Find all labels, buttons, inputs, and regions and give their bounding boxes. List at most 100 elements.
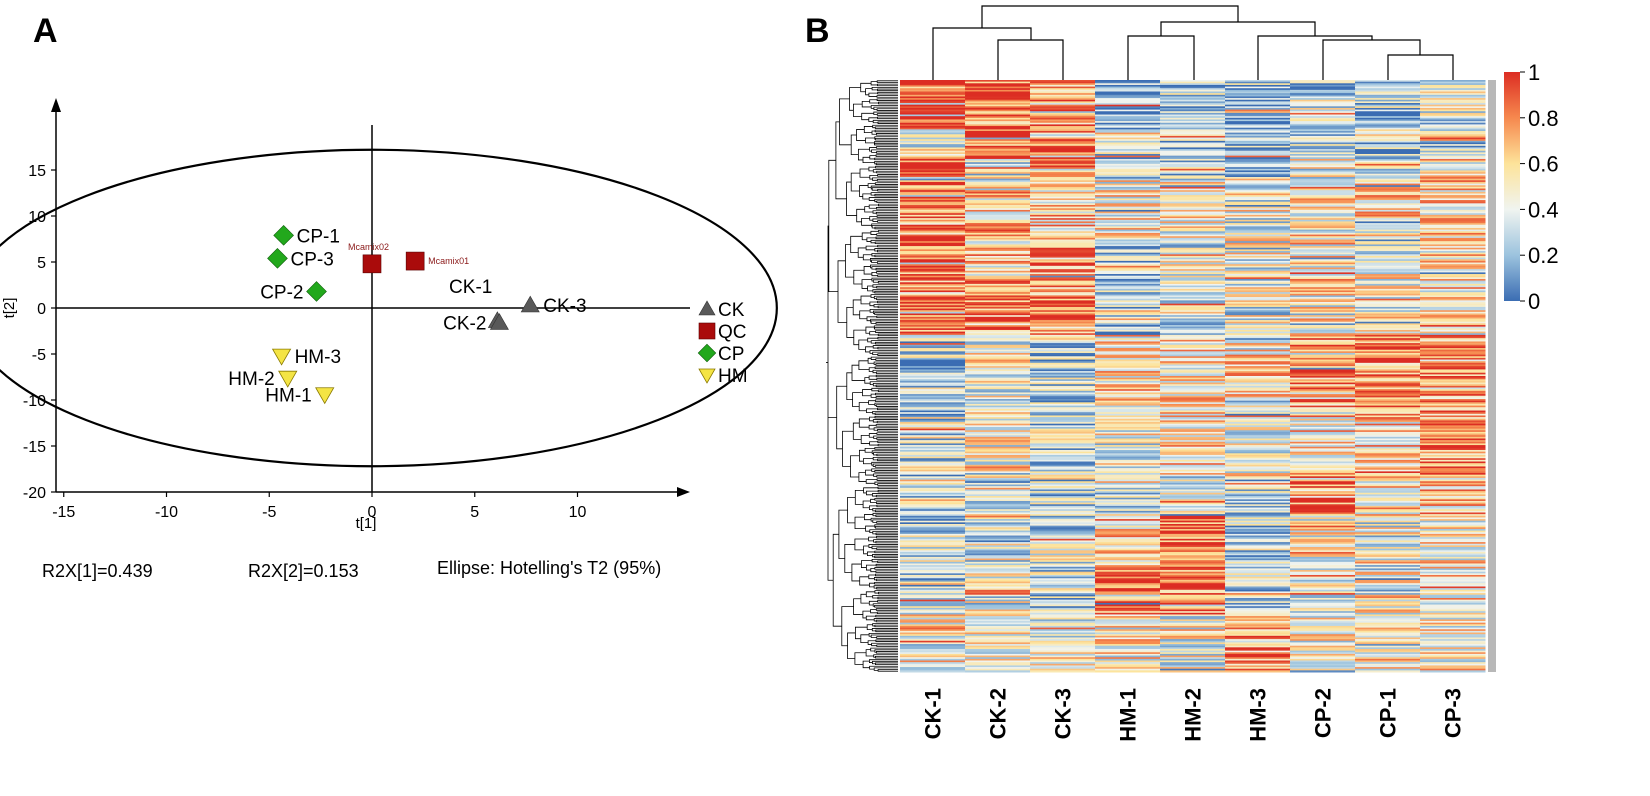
heatmap-cell xyxy=(1225,479,1291,482)
heatmap-cell xyxy=(1355,553,1421,556)
heatmap-cell xyxy=(965,226,1031,229)
heatmap-cell xyxy=(1225,306,1291,310)
heatmap-cell xyxy=(1095,525,1161,528)
heatmap-cell xyxy=(1095,300,1161,303)
heatmap-cell xyxy=(1355,510,1421,513)
heatmap-cell xyxy=(1095,454,1161,458)
heatmap-cell xyxy=(1355,389,1421,392)
heatmap-cell xyxy=(965,231,1031,234)
heatmap-cell xyxy=(900,147,966,150)
heatmap-cell xyxy=(1420,405,1486,408)
heatmap-cell xyxy=(965,99,1031,102)
heatmap-cell xyxy=(1355,80,1421,83)
heatmap-cell xyxy=(965,379,1031,382)
heatmap-cell xyxy=(1095,660,1161,663)
heatmap-cell xyxy=(1420,96,1486,99)
heatmap-cell xyxy=(1160,497,1226,500)
heatmap-cell xyxy=(1030,653,1096,657)
heatmap-cell xyxy=(1355,103,1421,106)
heatmap-cell xyxy=(1030,408,1096,412)
heatmap-cell xyxy=(965,269,1031,272)
heatmap-cell xyxy=(1225,183,1291,186)
heatmap-cell xyxy=(965,236,1031,239)
heatmap-cell xyxy=(1160,533,1226,537)
heatmap-cell xyxy=(900,537,966,540)
heatmap-cell xyxy=(1420,167,1486,170)
heatmap-cell xyxy=(1160,450,1226,453)
heatmap-cell xyxy=(1290,524,1356,527)
heatmap-cell xyxy=(1030,329,1096,333)
col-dendro-branch xyxy=(1257,35,1373,80)
heatmap-cell xyxy=(1160,101,1226,104)
heatmap-cell xyxy=(1160,361,1226,364)
heatmap-cell xyxy=(900,417,966,420)
heatmap-cell xyxy=(1290,106,1356,109)
heatmap-cell xyxy=(1420,293,1486,296)
heatmap-cell xyxy=(1095,581,1161,584)
heatmap-cell xyxy=(1030,667,1096,670)
heatmap-cell xyxy=(1030,333,1096,336)
heatmap-cell xyxy=(1160,625,1226,629)
heatmap-cell xyxy=(1290,576,1356,579)
heatmap-cell xyxy=(900,431,966,435)
heatmap-cell xyxy=(1095,627,1161,630)
heatmap-cell xyxy=(1290,361,1356,364)
heatmap-cell xyxy=(1095,264,1161,267)
heatmap-cell xyxy=(1420,464,1486,467)
qc-point-marker xyxy=(405,251,425,271)
heatmap-cell xyxy=(1095,267,1161,270)
heatmap-cell xyxy=(1225,352,1291,356)
heatmap-cell xyxy=(1355,246,1421,249)
heatmap-cell xyxy=(1160,591,1226,594)
heatmap-cell xyxy=(1290,407,1356,410)
heatmap-cell xyxy=(1095,612,1161,615)
colorbar-tick-label: 0.6 xyxy=(1528,152,1559,177)
heatmap-cell xyxy=(1160,650,1226,653)
heatmap-cell xyxy=(900,652,966,655)
heatmap-cell xyxy=(1420,418,1486,421)
heatmap-cell xyxy=(1095,144,1161,147)
heatmap-cell xyxy=(1420,280,1486,283)
heatmap-cell xyxy=(1290,387,1356,390)
heatmap-cell xyxy=(1355,267,1421,270)
heatmap-cell xyxy=(1095,568,1161,571)
heatmap-cell xyxy=(1225,423,1291,426)
heatmap-cell xyxy=(1160,274,1226,277)
heatmap-cell xyxy=(1420,290,1486,293)
heatmap-cell xyxy=(1160,400,1226,403)
heatmap-cell xyxy=(1095,594,1161,597)
heatmap-cell xyxy=(900,617,966,620)
heatmap-cell xyxy=(1225,265,1291,268)
heatmap-cell xyxy=(965,356,1031,359)
heatmap-cell xyxy=(1225,524,1291,527)
heatmap-cell xyxy=(1225,232,1291,236)
heatmap-cell xyxy=(1095,632,1161,635)
heatmap-cell xyxy=(1160,191,1226,194)
heatmap-cell xyxy=(1160,558,1226,561)
heatmap-cell xyxy=(1290,551,1356,555)
heatmap-cell xyxy=(1030,336,1096,339)
heatmap-cell xyxy=(965,341,1031,344)
heatmap-cell xyxy=(1030,135,1096,139)
heatmap-cell xyxy=(965,325,1031,328)
heatmap-cell xyxy=(965,109,1031,112)
heatmap-cell xyxy=(900,655,966,658)
heatmap-cell xyxy=(1290,186,1356,190)
heatmap-cell xyxy=(1290,293,1356,296)
heatmap-cell xyxy=(965,288,1031,291)
heatmap-cell xyxy=(1290,229,1356,232)
heatmap-cell xyxy=(1030,236,1096,239)
heatmap-cell xyxy=(965,81,1031,84)
heatmap-cell xyxy=(1420,491,1486,494)
heatmap-cell xyxy=(1420,231,1486,234)
heatmap-cell xyxy=(1160,117,1226,120)
col-dendro-branch xyxy=(1127,35,1195,80)
heatmap-cell xyxy=(1420,668,1486,671)
heatmap-cell xyxy=(1160,566,1226,569)
panel-b-label: B xyxy=(805,12,830,50)
heatmap-cell xyxy=(1355,486,1421,489)
heatmap-cell xyxy=(1095,254,1161,257)
heatmap-cell xyxy=(1160,254,1226,257)
heatmap-cell xyxy=(900,241,966,244)
heatmap-cell xyxy=(1355,308,1421,311)
